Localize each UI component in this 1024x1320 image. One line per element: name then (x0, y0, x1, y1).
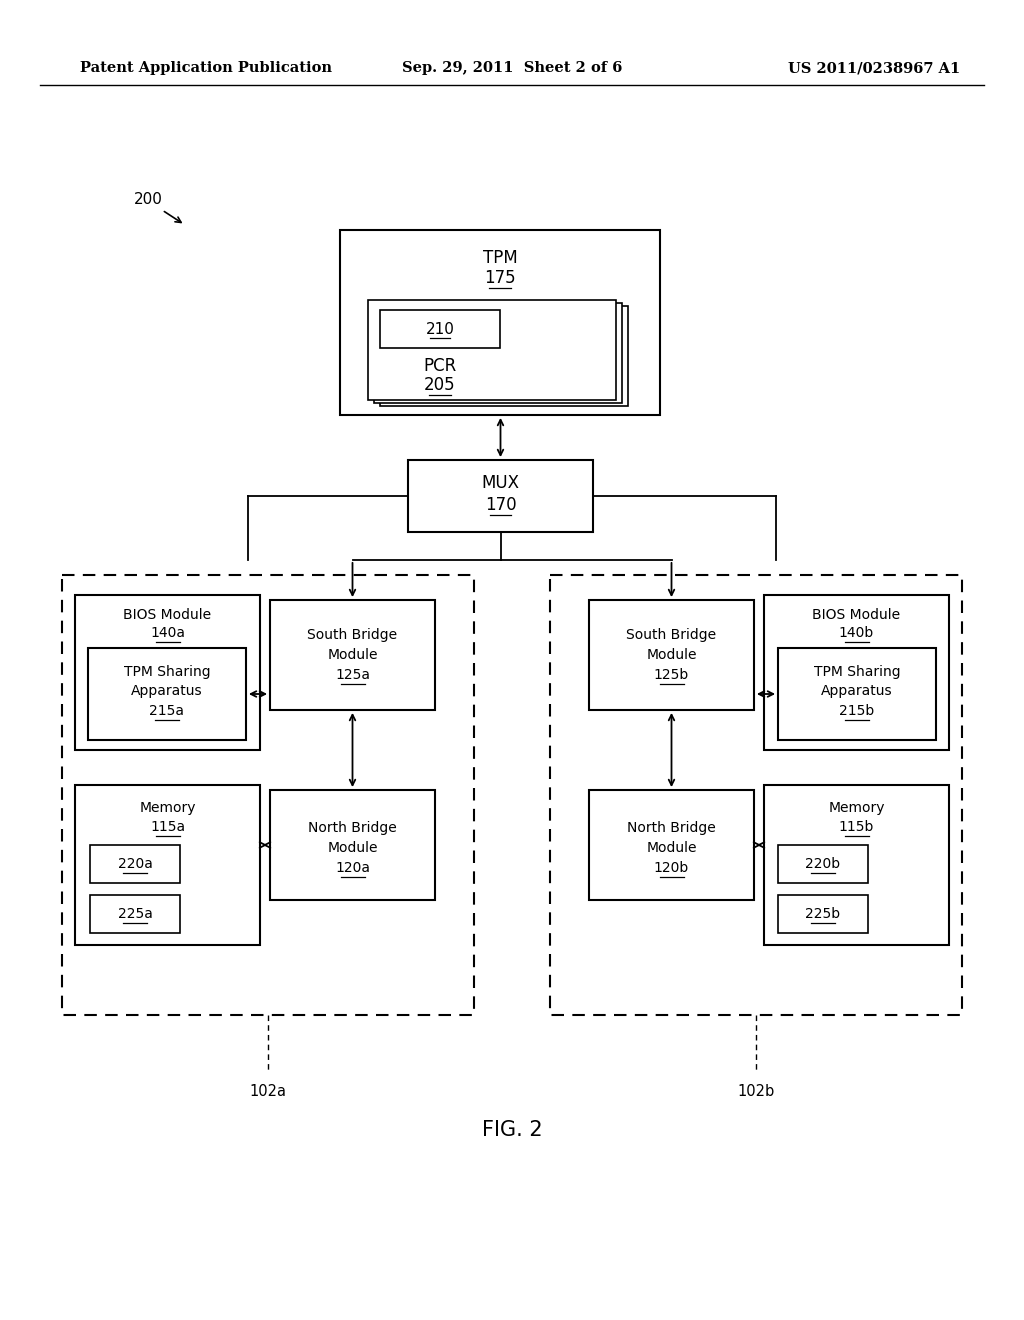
Text: TPM Sharing: TPM Sharing (814, 665, 900, 678)
Bar (550, 576, 962, 1015)
Text: 120a: 120a (335, 861, 370, 875)
Bar (90, 895, 180, 933)
Text: Module: Module (646, 841, 696, 855)
Text: 225b: 225b (806, 907, 841, 921)
Text: 220a: 220a (118, 857, 153, 871)
Bar (380, 306, 628, 407)
Bar (764, 595, 949, 750)
Text: South Bridge: South Bridge (307, 628, 397, 642)
Text: 215b: 215b (840, 704, 874, 718)
Bar (374, 304, 622, 403)
Bar (62, 576, 474, 1015)
Text: South Bridge: South Bridge (627, 628, 717, 642)
Text: 125b: 125b (654, 668, 689, 682)
Bar (764, 785, 949, 945)
Text: 115a: 115a (150, 820, 185, 834)
Bar (270, 789, 435, 900)
Text: 140a: 140a (150, 626, 185, 640)
Text: 175: 175 (484, 269, 516, 286)
Bar (778, 895, 868, 933)
Text: Patent Application Publication: Patent Application Publication (80, 61, 332, 75)
Text: Module: Module (328, 841, 378, 855)
Text: Module: Module (328, 648, 378, 663)
Text: Apparatus: Apparatus (131, 684, 203, 698)
Bar (368, 300, 616, 400)
Text: 220b: 220b (806, 857, 841, 871)
Text: MUX: MUX (481, 474, 519, 492)
Text: 170: 170 (484, 496, 516, 513)
Text: North Bridge: North Bridge (308, 821, 397, 836)
Text: US 2011/0238967 A1: US 2011/0238967 A1 (787, 61, 961, 75)
Text: North Bridge: North Bridge (627, 821, 716, 836)
Text: 200: 200 (133, 193, 163, 207)
Bar (75, 595, 260, 750)
Text: 225a: 225a (118, 907, 153, 921)
Bar (90, 845, 180, 883)
Text: FIG. 2: FIG. 2 (481, 1119, 543, 1140)
Text: 215a: 215a (150, 704, 184, 718)
Text: 102a: 102a (250, 1085, 287, 1100)
Text: 210: 210 (426, 322, 455, 337)
Text: Memory: Memory (828, 801, 885, 814)
Bar (380, 310, 500, 348)
Bar (75, 785, 260, 945)
Bar (589, 789, 754, 900)
Text: BIOS Module: BIOS Module (124, 609, 212, 622)
Text: TPM: TPM (482, 249, 517, 267)
Bar (778, 648, 936, 741)
Text: 120b: 120b (654, 861, 689, 875)
Text: Sep. 29, 2011  Sheet 2 of 6: Sep. 29, 2011 Sheet 2 of 6 (401, 61, 623, 75)
Text: Module: Module (646, 648, 696, 663)
Text: 125a: 125a (335, 668, 370, 682)
Text: BIOS Module: BIOS Module (812, 609, 900, 622)
Text: 205: 205 (424, 376, 456, 393)
Bar (88, 648, 246, 741)
Bar (589, 601, 754, 710)
Bar (270, 601, 435, 710)
Text: PCR: PCR (423, 356, 457, 375)
Text: Apparatus: Apparatus (821, 684, 893, 698)
Bar (340, 230, 660, 414)
Text: 140b: 140b (839, 626, 874, 640)
Text: Memory: Memory (139, 801, 196, 814)
Bar (408, 459, 593, 532)
Text: 115b: 115b (839, 820, 874, 834)
Bar (778, 845, 868, 883)
Text: 102b: 102b (737, 1085, 774, 1100)
Text: TPM Sharing: TPM Sharing (124, 665, 210, 678)
